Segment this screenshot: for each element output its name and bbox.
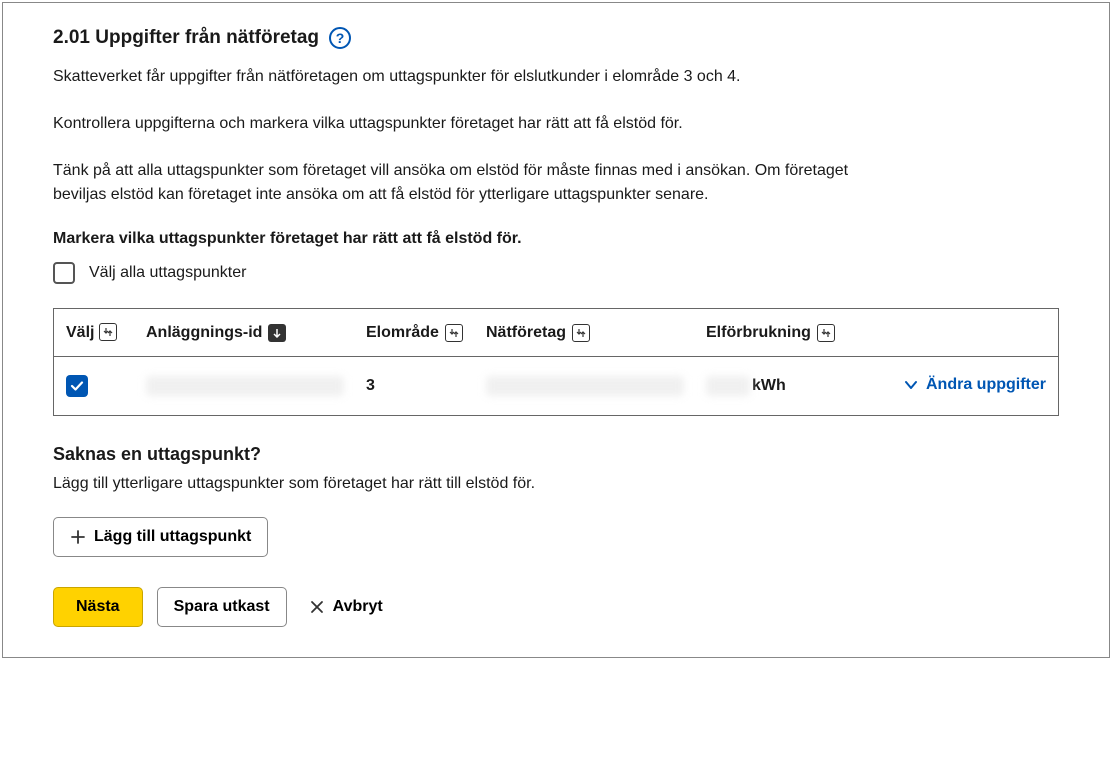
help-icon[interactable]: ? — [329, 27, 351, 49]
table-row: 3 kWh Ändra uppgifter — [54, 357, 1058, 415]
cell-id — [146, 376, 366, 396]
section-title-row: 2.01 Uppgifter från nätföretag ? — [53, 27, 1059, 49]
close-icon — [309, 599, 325, 615]
cell-area: 3 — [366, 377, 486, 395]
extraction-points-table: Välj Anläggnings-id Elområde Nätföretag — [53, 308, 1059, 416]
column-header-area: Elområde — [366, 324, 486, 342]
column-header-usage: Elförbrukning — [706, 324, 886, 342]
column-header-id: Anläggnings-id — [146, 324, 366, 342]
sort-icon[interactable] — [572, 324, 590, 342]
add-point-label: Lägg till uttagspunkt — [94, 528, 251, 546]
add-point-button[interactable]: Lägg till uttagspunkt — [53, 517, 268, 557]
column-header-company: Nätföretag — [486, 324, 706, 342]
edit-row-label: Ändra uppgifter — [926, 376, 1046, 394]
cell-usage-unit: kWh — [752, 377, 786, 395]
plus-icon — [70, 529, 86, 545]
paragraph-2: Kontrollera uppgifterna och markera vilk… — [53, 112, 853, 137]
select-all-checkbox[interactable] — [53, 262, 75, 284]
sort-icon[interactable] — [817, 324, 835, 342]
cancel-button[interactable]: Avbryt — [301, 588, 391, 626]
row-checkbox[interactable] — [66, 375, 88, 397]
cancel-label: Avbryt — [333, 598, 383, 616]
cell-id-value — [146, 376, 344, 396]
sort-icon[interactable] — [99, 323, 117, 341]
column-label-id: Anläggnings-id — [146, 324, 262, 342]
cell-usage-value — [706, 376, 750, 396]
column-header-select: Välj — [66, 323, 146, 342]
missing-point-text: Lägg till ytterligare uttagspunkter som … — [53, 475, 1059, 493]
select-all-row: Välj alla uttagspunkter — [53, 262, 1059, 284]
sort-icon-active[interactable] — [268, 324, 286, 342]
paragraph-3: Tänk på att alla uttagspunkter som föret… — [53, 159, 853, 209]
save-draft-button[interactable]: Spara utkast — [157, 587, 287, 627]
cell-select — [66, 375, 146, 397]
next-button-label: Nästa — [76, 598, 120, 616]
instruction-text: Markera vilka uttagspunkter företaget ha… — [53, 230, 1059, 248]
missing-point-title: Saknas en uttagspunkt? — [53, 444, 1059, 465]
cell-usage: kWh — [706, 376, 886, 396]
column-label-company: Nätföretag — [486, 324, 566, 342]
cell-action: Ändra uppgifter — [886, 376, 1046, 397]
cell-company — [486, 376, 706, 396]
save-draft-label: Spara utkast — [174, 598, 270, 616]
section-title: 2.01 Uppgifter från nätföretag — [53, 27, 319, 49]
sort-icon[interactable] — [445, 324, 463, 342]
next-button[interactable]: Nästa — [53, 587, 143, 627]
chevron-down-icon — [904, 378, 918, 392]
add-row: Lägg till uttagspunkt — [53, 517, 1059, 557]
column-label-select: Välj — [66, 324, 94, 341]
paragraph-1: Skatteverket får uppgifter från nätföret… — [53, 65, 853, 90]
table-header-row: Välj Anläggnings-id Elområde Nätföretag — [54, 309, 1058, 357]
form-section-container: 2.01 Uppgifter från nätföretag ? Skattev… — [2, 2, 1110, 658]
select-all-label: Välj alla uttagspunkter — [89, 264, 246, 282]
cell-company-value — [486, 376, 684, 396]
action-button-row: Nästa Spara utkast Avbryt — [53, 587, 1059, 627]
section-description: Skatteverket får uppgifter från nätföret… — [53, 65, 1059, 208]
edit-row-link[interactable]: Ändra uppgifter — [904, 376, 1046, 394]
column-label-area: Elområde — [366, 324, 439, 342]
column-label-usage: Elförbrukning — [706, 324, 811, 342]
